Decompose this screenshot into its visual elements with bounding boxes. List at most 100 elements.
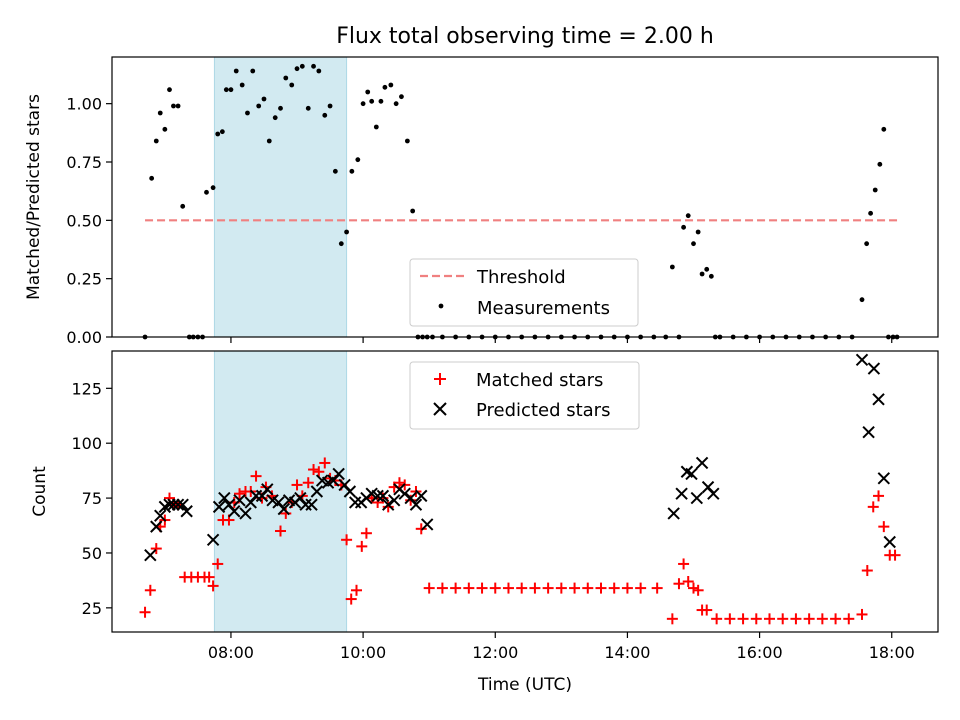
measurement-point (215, 131, 221, 137)
matched-star-point (502, 582, 514, 594)
x-tick-label: 12:00 (472, 643, 518, 662)
measurement-point (219, 129, 225, 135)
measurement-point (388, 82, 394, 88)
predicted-star-point (855, 353, 869, 366)
bottom-legend-box (409, 361, 640, 430)
predicted-star-point (707, 487, 720, 500)
measurement-point (355, 157, 361, 163)
matched-star-point (308, 464, 320, 476)
x-tick-label: 18:00 (869, 643, 915, 662)
matched-star-point (341, 534, 353, 546)
matched-star-point (608, 582, 620, 594)
matched-star-point (889, 549, 901, 561)
bottom-axes: 25 50 75 100 125 08:00 10:00 12:00 14:00 16:00 18:… (71, 350, 939, 662)
measurement-point (239, 82, 245, 88)
predicted-star-point (420, 518, 434, 531)
measurement-point (881, 126, 887, 132)
predicted-star-point (212, 500, 226, 514)
measurement-point (404, 138, 410, 144)
predicted-star-point (343, 485, 357, 498)
measurement-point (360, 101, 366, 107)
predicted-star-point (398, 487, 411, 500)
legend-measurement-swatch (438, 303, 444, 309)
measurement-point (261, 96, 267, 102)
y-tick-label: 75 (82, 489, 102, 508)
matched-star-point (873, 490, 885, 502)
measurement-point (256, 103, 262, 109)
y-tick-label: 100 (71, 434, 102, 453)
measurement-point (349, 168, 355, 174)
matched-star-point (582, 582, 594, 594)
matched-star-point (763, 613, 775, 625)
matched-star-point (803, 613, 815, 625)
predicted-star-point (695, 456, 709, 470)
predicted-star-point (862, 426, 875, 439)
matched-star-point (651, 582, 663, 594)
legend-predicted-swatch (433, 402, 447, 416)
measurement-point (322, 112, 328, 118)
matched-star-point (737, 613, 749, 625)
matched-star-point (830, 613, 842, 625)
top-y-axis-label: Matched/Predicted stars (24, 94, 44, 300)
matched-star-point (436, 582, 448, 594)
measurement-point (859, 297, 865, 303)
matched-star-point (843, 613, 855, 625)
top-axes: 0.00 0.25 0.50 0.75 1.00 (66, 56, 939, 347)
matched-star-point (275, 525, 287, 537)
legend-measurement-label: Measurements (477, 298, 610, 319)
predicted-star-point (382, 498, 395, 511)
matched-star-point (569, 582, 581, 594)
top-legend-box (409, 258, 639, 327)
measurement-point (691, 241, 696, 247)
matched-star-point (790, 613, 802, 625)
matched-star-point (621, 582, 633, 594)
y-tick-label: 25 (82, 599, 102, 618)
measurement-point (299, 63, 305, 69)
matched-star-point (489, 582, 501, 594)
predicted-star-point (310, 485, 324, 498)
y-tick-label: 50 (82, 544, 102, 563)
measurement-point (685, 213, 691, 219)
predicted-star-point (180, 505, 193, 518)
matched-star-point (139, 606, 151, 618)
measurement-point (171, 103, 176, 109)
predicted-star-point (167, 498, 180, 511)
measurement-point (305, 105, 311, 111)
matched-star-point (867, 501, 879, 513)
x-tick-label: 16:00 (737, 643, 783, 662)
matched-star-point (555, 582, 567, 594)
measurement-point (332, 168, 338, 174)
bottom-legend: Matched stars Predicted stars (409, 361, 640, 430)
measurement-point (283, 75, 289, 81)
matched-star-point (692, 584, 704, 596)
predicted-star-point (883, 535, 896, 549)
matched-star-point (350, 584, 362, 596)
predicted-star-point (371, 489, 384, 503)
measurement-point (365, 89, 371, 95)
measurement-point (204, 189, 209, 195)
matched-star-point (382, 501, 394, 513)
matched-star-point (678, 558, 690, 570)
predicted-star-point (218, 491, 231, 505)
measurement-point (233, 68, 239, 74)
matched-star-point (203, 571, 215, 583)
measurement-point (278, 105, 283, 111)
measurement-point (180, 203, 186, 209)
matched-star-point (750, 613, 762, 625)
observing-window-span (213, 56, 348, 338)
matched-star-point (878, 521, 890, 533)
measurement-point (149, 175, 155, 181)
measurement-point (378, 98, 384, 104)
predicted-star-point (150, 520, 163, 533)
predicted-star-point (228, 505, 241, 518)
measurement-point (294, 66, 300, 72)
measurement-point (223, 87, 229, 93)
measurement-point (704, 266, 710, 272)
measurement-point (175, 103, 181, 109)
bottom-plot-marks (139, 353, 901, 625)
y-tick-label: 0.25 (66, 270, 102, 289)
predicted-star-point (667, 507, 680, 520)
matched-star-point (144, 584, 156, 596)
matched-star-point (529, 582, 541, 594)
